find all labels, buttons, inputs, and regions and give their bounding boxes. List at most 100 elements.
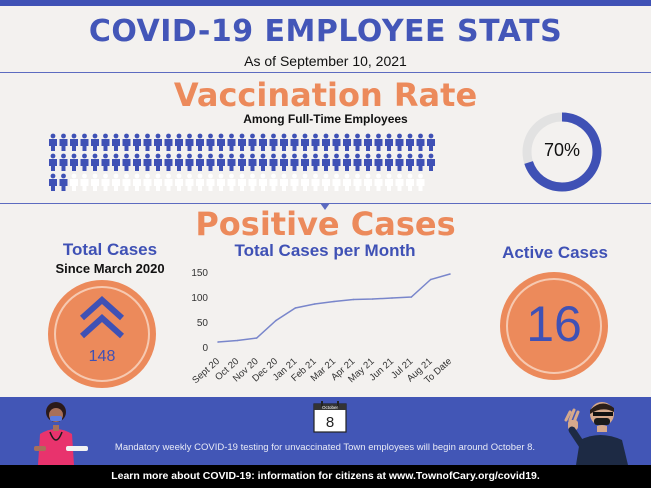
person-icon	[280, 173, 288, 191]
person-icon	[196, 173, 204, 191]
total-cases-subtitle: Since March 2020	[55, 261, 165, 276]
person-icon	[322, 133, 330, 151]
person-icon	[364, 173, 372, 191]
person-icon	[311, 153, 320, 171]
person-icon	[385, 133, 393, 151]
person-icon	[427, 153, 435, 171]
person-icon	[143, 153, 152, 171]
chart-title: Total Cases per Month	[234, 241, 416, 260]
person-icon	[290, 133, 299, 151]
person-icon	[301, 153, 309, 171]
data-point	[391, 297, 393, 299]
positive-cases-title: Positive Cases	[195, 205, 456, 243]
person-icon	[322, 173, 330, 191]
data-point	[410, 296, 413, 298]
person-icon	[217, 173, 225, 191]
person-icon	[343, 173, 351, 191]
data-point	[217, 341, 219, 343]
person-icon	[112, 153, 120, 171]
person-icon	[290, 153, 299, 171]
person-icon	[206, 153, 215, 171]
data-point	[352, 298, 355, 301]
data-point	[371, 298, 374, 300]
person-icon	[217, 133, 225, 151]
person-icon	[122, 133, 131, 151]
person-icon	[290, 173, 299, 191]
person-icon	[406, 153, 414, 171]
person-icon	[259, 133, 267, 151]
person-icon	[353, 133, 362, 151]
person-icon	[227, 133, 236, 151]
person-icon	[353, 153, 362, 171]
person-icon	[238, 173, 246, 191]
person-icon	[70, 153, 78, 171]
vaccination-ring-chart	[522, 112, 602, 192]
person-icon	[374, 133, 383, 151]
person-icon	[164, 153, 173, 171]
person-icon	[122, 173, 131, 191]
page-title: COVID-19 EMPLOYEE STATS	[88, 14, 563, 49]
person-icon	[112, 133, 120, 151]
person-icon	[406, 173, 414, 191]
y-tick-label: 100	[191, 293, 208, 304]
person-icon	[206, 133, 215, 151]
person-icon	[122, 153, 131, 171]
vaccination-title: Vaccination Rate	[173, 76, 478, 114]
person-icon	[196, 153, 204, 171]
person-icon	[364, 133, 372, 151]
person-icon	[80, 133, 89, 151]
total-cases-value: 148	[88, 348, 116, 365]
person-icon	[374, 153, 383, 171]
person-icon	[332, 173, 341, 191]
person-icon	[311, 133, 320, 151]
person-icon	[217, 153, 225, 171]
person-icon	[175, 153, 183, 171]
person-icon	[143, 133, 152, 151]
person-icon	[227, 153, 236, 171]
person-icon	[59, 153, 68, 171]
vaccination-rate-label: 70%	[543, 140, 581, 160]
person-icon	[91, 153, 99, 171]
person-icon	[395, 153, 404, 171]
divider-top	[0, 72, 651, 73]
active-cases-circle	[500, 272, 608, 380]
person-icon	[416, 133, 425, 151]
person-icon	[59, 133, 68, 151]
person-icon	[248, 153, 257, 171]
person-icon	[101, 153, 110, 171]
person-icon	[154, 173, 162, 191]
man-waving-illustration-icon	[564, 402, 628, 465]
person-icon	[185, 133, 194, 151]
person-icon	[175, 173, 183, 191]
person-icon	[101, 173, 110, 191]
data-point	[333, 300, 335, 303]
person-icon	[374, 173, 383, 191]
calendar-day: 8	[326, 414, 334, 431]
person-icon	[269, 153, 278, 171]
person-icon	[238, 133, 246, 151]
person-icon	[280, 153, 288, 171]
data-point	[449, 273, 451, 275]
person-icon	[80, 153, 89, 171]
calendar-month: October	[322, 405, 339, 410]
double-chevron-up-icon	[79, 295, 125, 339]
person-icon	[238, 153, 246, 171]
person-icon	[332, 133, 341, 151]
employee-icon-grid	[49, 133, 435, 191]
y-tick-label: 50	[197, 318, 209, 329]
person-icon	[395, 173, 404, 191]
person-icon	[322, 153, 330, 171]
footer-link-text[interactable]: Learn more about COVID-19: information f…	[111, 470, 540, 482]
y-tick-label: 0	[202, 343, 208, 354]
data-point	[313, 303, 316, 305]
total-cases-title: Total Cases	[62, 240, 158, 259]
person-icon	[385, 153, 393, 171]
person-icon	[185, 173, 194, 191]
person-icon	[343, 133, 351, 151]
person-icon	[164, 133, 173, 151]
person-icon	[91, 173, 99, 191]
top-frame-bar	[0, 0, 651, 6]
vaccination-subtitle: Among Full-Time Employees	[243, 112, 408, 126]
data-point	[429, 278, 432, 281]
